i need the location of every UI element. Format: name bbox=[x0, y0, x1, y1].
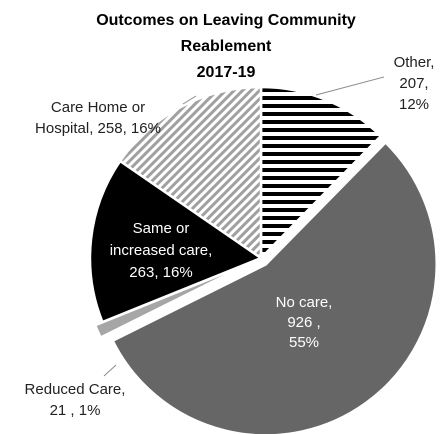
data-label-reduced-care: Reduced Care, 21 , 1% bbox=[25, 381, 126, 419]
pie-slices bbox=[88, 85, 438, 434]
leader-line-1 bbox=[315, 76, 385, 96]
chart-title-line-1: Outcomes on Leaving Community bbox=[96, 12, 356, 29]
pie-slice-other bbox=[259, 85, 383, 262]
pie-slice-no-care bbox=[110, 140, 438, 434]
data-label-care-home-or-hospital: Care Home or Hospital, 258, 16% bbox=[35, 99, 161, 137]
leader-lines bbox=[103, 76, 385, 377]
data-label-other: Other, 207, 12% bbox=[394, 54, 435, 113]
data-label-no-care: No care, 926 , 55% bbox=[276, 294, 333, 351]
pie-slice-reduced-care bbox=[93, 260, 255, 340]
chart-title-line-2: Reablement bbox=[181, 38, 272, 55]
leader-line-3 bbox=[182, 95, 197, 105]
pie-slice-care-home-or-hospital bbox=[118, 85, 263, 261]
pie-slice-same-or-increased-care bbox=[88, 159, 264, 324]
chart-title-line-3: 2017-19 bbox=[197, 64, 256, 81]
slice-labels: Other, 207, 12% No care, 926 , 55% Reduced Car… bbox=[25, 54, 435, 419]
data-label-same-or-increased-care: Same or increased care, 263, 16% bbox=[110, 220, 213, 281]
leader-line-2 bbox=[103, 364, 117, 377]
chart-title: Outcomes on Leaving Community Reablement… bbox=[96, 12, 356, 81]
